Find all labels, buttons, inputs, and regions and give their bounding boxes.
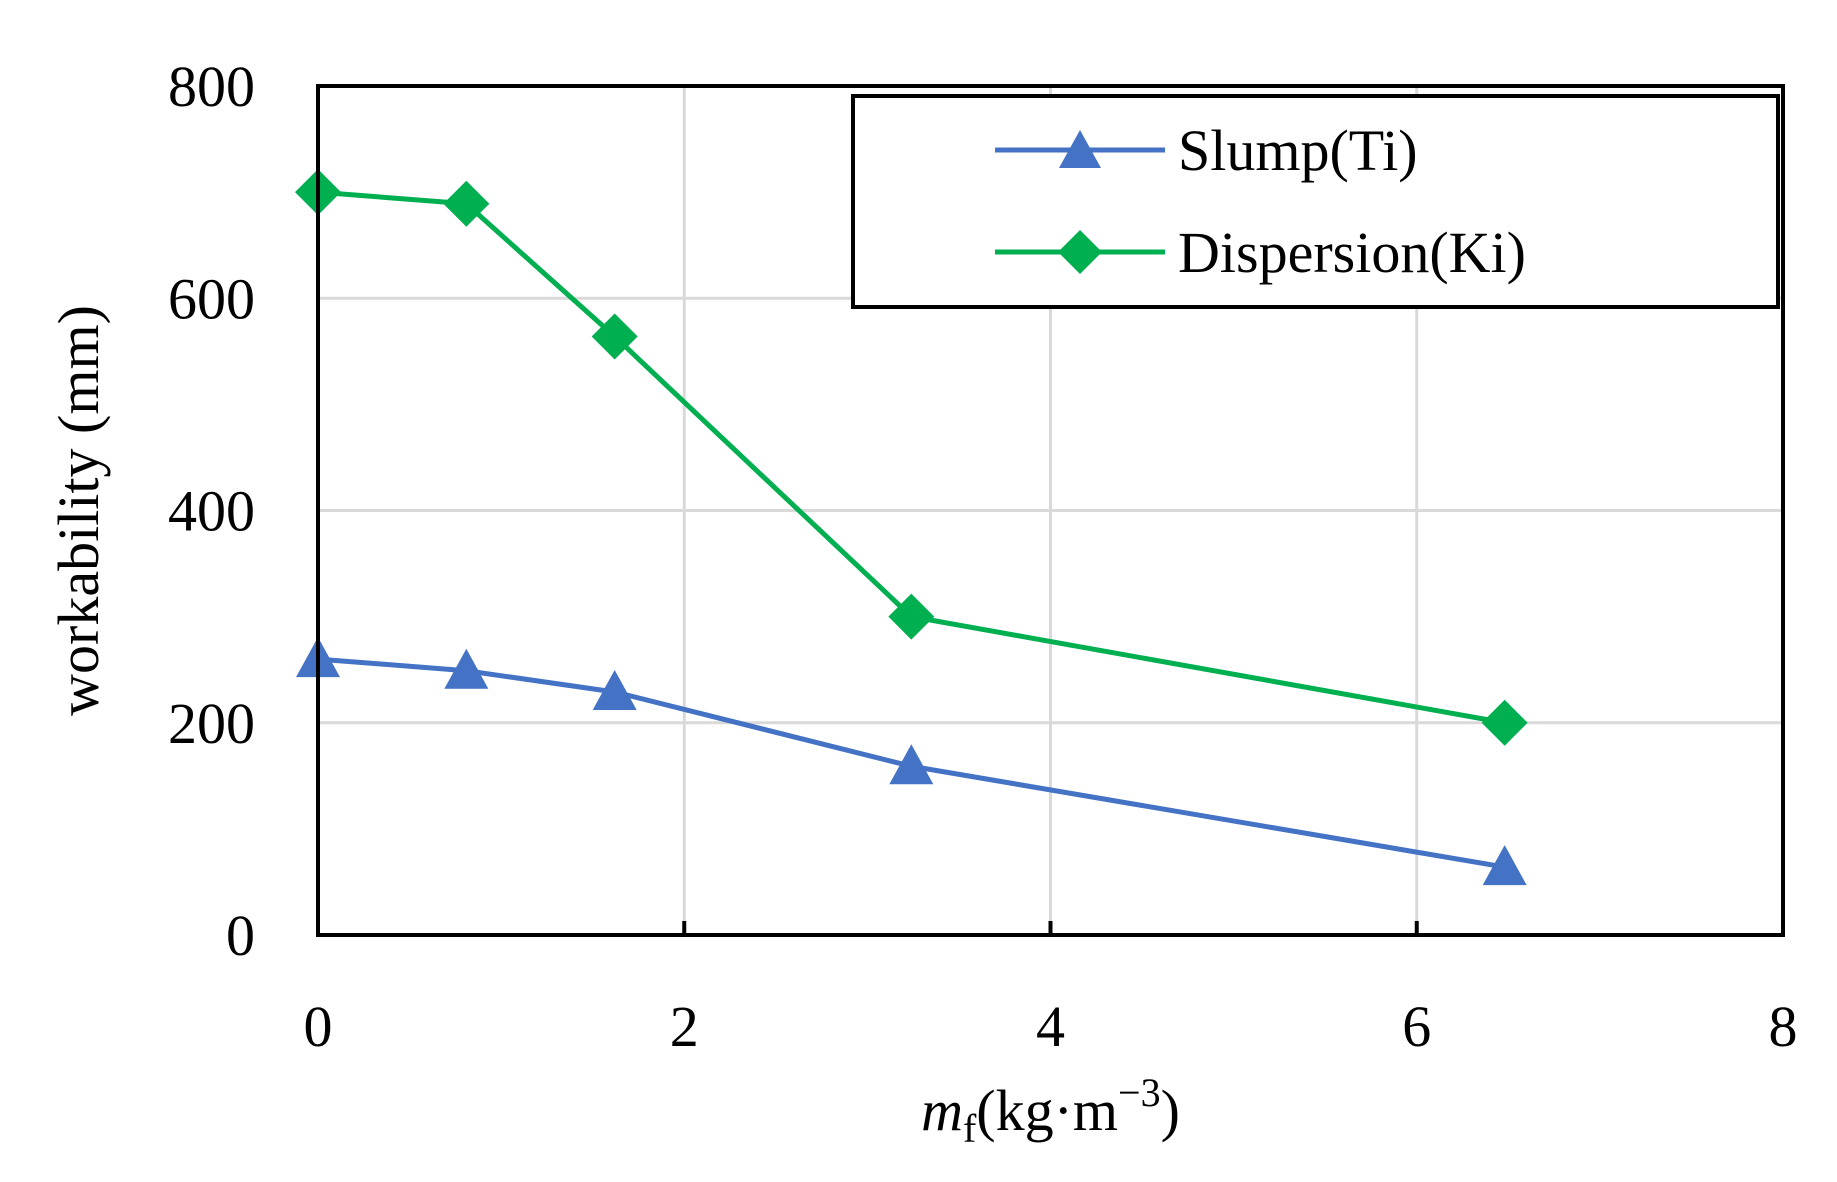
x-axis-label-sub: f [963,1106,977,1151]
data-point-dispersion-ki [888,593,935,640]
y-tick-label: 800 [168,54,255,119]
data-point-slump-ti [592,669,637,710]
series-markers [295,169,1528,886]
x-tick-label: 2 [670,994,699,1059]
y-tick-label: 400 [168,479,255,544]
y-tick-label: 0 [226,903,255,968]
legend-marker-dispersion [1058,230,1102,274]
x-tick-label: 6 [1402,994,1431,1059]
data-point-slump-ti [889,744,934,785]
y-ticks: 0 200 400 600 800 [168,54,255,968]
data-point-slump-ti [1482,845,1527,886]
legend-label-dispersion: Dispersion(Ki) [1178,220,1526,285]
x-axis-label-sup: −3 [1118,1070,1161,1115]
data-point-dispersion-ki [443,180,490,227]
y-tick-label: 200 [168,691,255,756]
x-axis-label-units: (kg·m [976,1078,1118,1143]
data-point-dispersion-ki [1481,699,1528,746]
x-tick-label: 4 [1036,994,1065,1059]
x-axis-label-close: ) [1161,1078,1180,1143]
x-ticks: 0 2 4 6 8 [304,921,1798,1059]
legend: Slump(Ti) Dispersion(Ki) [851,94,1780,309]
x-axis-label-main: m [921,1078,963,1143]
data-point-slump-ti [444,648,489,689]
y-axis-label: workability (mm) [46,305,111,716]
x-tick-label: 0 [304,994,333,1059]
legend-label-slump: Slump(Ti) [1178,118,1418,183]
legend-box [851,94,1780,309]
x-tick-label: 8 [1769,994,1798,1059]
y-tick-label: 600 [168,266,255,331]
legend-marker-slump [1059,130,1101,168]
x-axis-label: mf(kg·m−3) [921,1070,1180,1151]
data-point-dispersion-ki [591,313,638,360]
